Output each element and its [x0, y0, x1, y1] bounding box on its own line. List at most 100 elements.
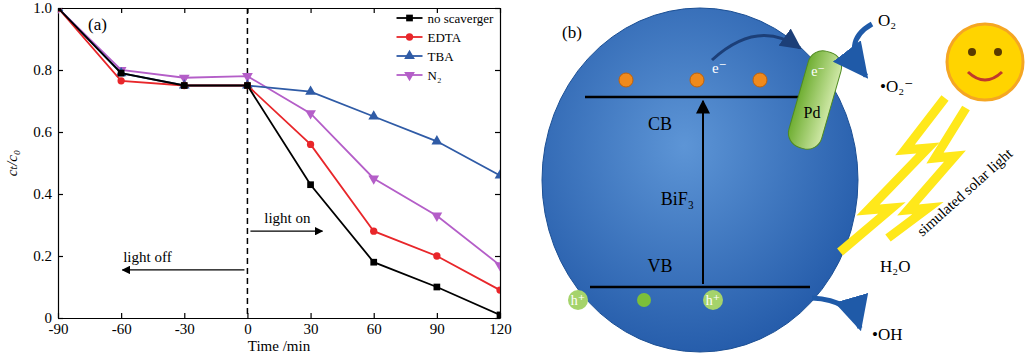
pd-label: Pd — [804, 104, 821, 121]
reduction-arrow — [854, 24, 872, 76]
series-marker — [58, 8, 63, 11]
y-tick-mark — [58, 70, 63, 71]
legend-marker — [404, 72, 415, 81]
y-tick-mark — [495, 318, 500, 319]
y-tick: 0.8 — [33, 62, 63, 78]
panel-label: (b) — [562, 23, 582, 42]
y-axis-right — [495, 9, 501, 319]
series-marker — [433, 252, 440, 259]
series-marker — [434, 284, 441, 291]
hole — [568, 290, 588, 310]
y-tick-label: 0 — [45, 310, 53, 326]
series-line — [58, 8, 500, 290]
plot-area — [58, 8, 500, 318]
x-tick: -60 — [112, 313, 132, 337]
legend: no scavergerEDTATBAN₂ — [397, 11, 494, 83]
series-marker — [181, 82, 188, 89]
x-tick-top — [121, 8, 122, 13]
series-marker — [244, 82, 251, 89]
annotation-arrow — [122, 269, 244, 270]
x-axis-line — [59, 318, 501, 319]
y-axis: 00.20.40.60.81.0 — [33, 0, 63, 326]
y-tick-mark — [495, 8, 500, 9]
legend-item: no scaverger — [397, 11, 494, 26]
series-marker — [496, 286, 500, 293]
hole-label: h⁺ — [571, 293, 585, 308]
y-tick-mark — [495, 194, 500, 195]
y-axis-title: cₜ/c₀ — [4, 150, 20, 176]
sun-smile — [968, 72, 1002, 80]
x-tick-mark — [310, 313, 311, 318]
y-axis-line — [58, 9, 59, 319]
series-marker — [368, 175, 379, 184]
annotation: light on — [264, 210, 311, 226]
x-tick-label: 30 — [304, 321, 319, 337]
y-tick-right — [495, 256, 500, 257]
y-tick-right — [495, 132, 500, 133]
electron-label: e⁻ — [811, 64, 825, 79]
y-tick-right — [495, 8, 500, 9]
excitation-arrow — [702, 101, 704, 284]
x-tick: 60 — [367, 313, 382, 337]
legend-marker — [404, 50, 415, 59]
transfer-arrow — [712, 36, 800, 61]
legend-marker — [406, 33, 413, 40]
y-tick-mark — [58, 256, 63, 257]
y-tick-label: 1.0 — [33, 0, 52, 16]
y-tick: 0 — [45, 310, 64, 326]
series-line — [58, 8, 500, 175]
series-line — [58, 8, 500, 315]
x-tick-mark — [121, 313, 122, 318]
reduction-reactant: O₂ — [878, 11, 896, 30]
y-tick: 1.0 — [33, 0, 63, 16]
x-tick-mark — [310, 8, 311, 13]
series-marker — [370, 259, 377, 266]
hole — [637, 293, 651, 307]
particle — [542, 8, 858, 352]
legend-item: TBA — [397, 49, 455, 64]
x-tick-label: 120 — [489, 321, 512, 337]
series-marker — [118, 70, 125, 77]
x-tick-mark — [121, 8, 122, 13]
y-tick-right — [495, 70, 500, 71]
x-tick-label: 60 — [367, 321, 382, 337]
legend-label: no scaverger — [428, 11, 494, 26]
x-tick-label: 0 — [244, 321, 252, 337]
y-tick: 0.2 — [33, 248, 63, 264]
series-marker — [117, 77, 124, 84]
x-axis-title: Time /min — [248, 338, 311, 354]
annotation: light off — [123, 249, 171, 265]
y-tick-mark — [495, 256, 500, 257]
panel-label: (a) — [88, 15, 107, 34]
y-tick: 0.4 — [33, 186, 63, 202]
x-tick: -30 — [175, 313, 195, 337]
y-tick-label: 0.2 — [33, 248, 52, 264]
pd-particle — [785, 47, 845, 152]
series-marker — [181, 82, 188, 89]
x-tick-mark — [374, 313, 375, 318]
sun-eye — [968, 48, 976, 56]
electron — [753, 73, 767, 87]
y-tick-mark — [58, 194, 63, 195]
material-label: BiF₃ — [661, 189, 694, 209]
series-marker — [305, 110, 316, 119]
electron — [619, 73, 633, 87]
hole — [703, 290, 723, 310]
y-tick-label: 0.8 — [33, 62, 52, 78]
series-marker — [368, 110, 379, 119]
y-tick-right — [495, 318, 500, 319]
oxidation-arrow — [812, 298, 860, 328]
x-tick-mark — [184, 313, 185, 318]
series-marker — [495, 169, 500, 178]
y-tick-mark — [58, 318, 63, 319]
electron-label: e⁻ — [712, 60, 727, 76]
light-label: simulated solar light — [914, 145, 1016, 239]
cb-label: CB — [648, 114, 672, 134]
series-marker — [370, 228, 377, 235]
oxidation-reactant: H₂O — [880, 257, 910, 276]
series-marker — [307, 141, 314, 148]
vb-edge — [590, 286, 810, 289]
annotation-arrow — [250, 231, 322, 232]
legend-item: N₂ — [397, 68, 442, 83]
x-tick-top — [311, 8, 312, 13]
